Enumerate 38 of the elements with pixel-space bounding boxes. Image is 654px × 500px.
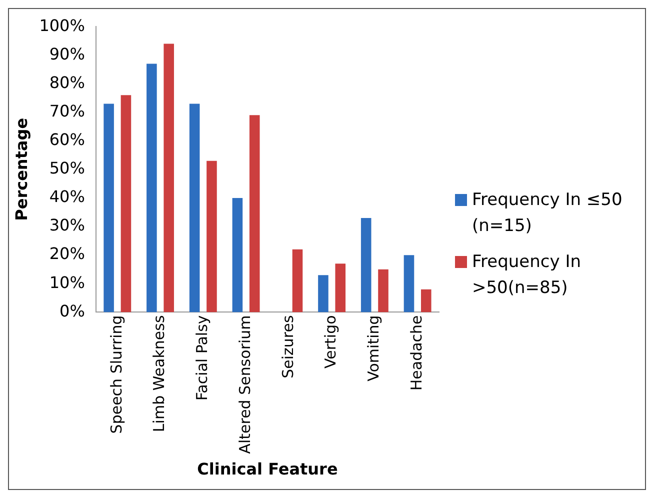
y-tick-label: 80% bbox=[49, 72, 85, 92]
x-tick-label: Altered Sensorium bbox=[236, 315, 254, 454]
y-axis-title: Percentage bbox=[12, 118, 31, 221]
y-tick-label: 10% bbox=[49, 272, 85, 292]
bar bbox=[104, 104, 114, 312]
x-tick-label: Facial Palsy bbox=[193, 315, 212, 401]
y-tick-label: 60% bbox=[49, 130, 85, 149]
y-tick-label: 50% bbox=[49, 158, 85, 178]
x-tick-label: Speech Slurring bbox=[107, 315, 126, 434]
x-tick-label: Vertigo bbox=[322, 315, 340, 368]
bar bbox=[249, 115, 260, 312]
x-tick-label: Vomiting bbox=[364, 315, 383, 382]
y-tick-label: 30% bbox=[49, 216, 85, 235]
bar bbox=[164, 44, 174, 312]
bar bbox=[120, 95, 132, 312]
x-tick-label: Limb Weakness bbox=[150, 315, 168, 432]
x-axis-title: Clinical Feature bbox=[197, 460, 338, 479]
x-tick-label: Headache bbox=[407, 315, 426, 391]
x-tick-label: Seizures bbox=[278, 315, 297, 378]
bar bbox=[292, 249, 303, 312]
bar bbox=[420, 289, 432, 312]
bar bbox=[404, 255, 414, 312]
y-tick-label: 90% bbox=[49, 44, 85, 64]
bar bbox=[335, 264, 346, 312]
y-tick-label: 0% bbox=[60, 301, 85, 320]
legend-label: Frequency In ≤50 (n=15) bbox=[472, 189, 624, 238]
bar bbox=[378, 269, 388, 312]
bar bbox=[360, 218, 372, 312]
bar bbox=[232, 198, 243, 312]
bar bbox=[189, 104, 200, 312]
bar bbox=[206, 160, 217, 312]
y-tick-label: 20% bbox=[49, 244, 85, 264]
y-tick-label: 70% bbox=[49, 101, 85, 120]
bar bbox=[146, 64, 157, 312]
legend-label: Frequency In >50(n=85) bbox=[472, 251, 582, 300]
bar bbox=[318, 275, 328, 312]
y-tick-label: 100% bbox=[39, 16, 85, 35]
y-tick-label: 40% bbox=[49, 187, 85, 206]
